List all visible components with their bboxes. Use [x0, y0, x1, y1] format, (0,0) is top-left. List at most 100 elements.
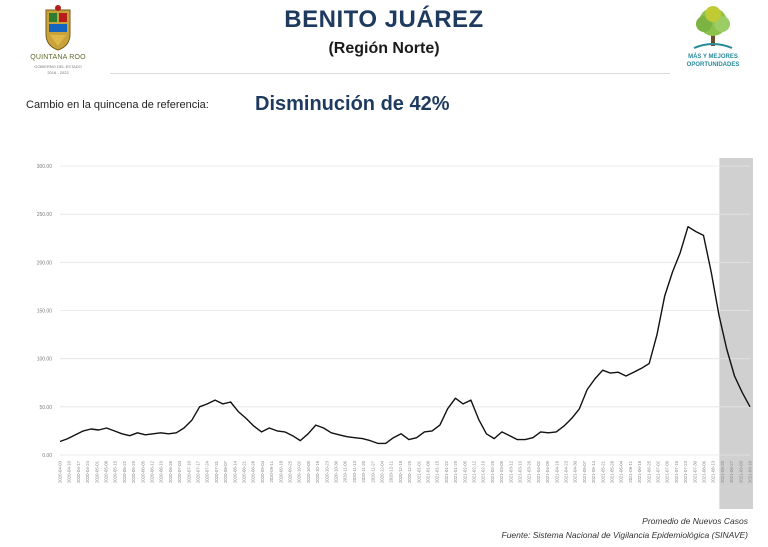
x-tick-label: 2021-08-06: [702, 460, 707, 483]
y-tick-label: 250.00: [37, 212, 53, 218]
x-tick-label: 2021-04-16: [554, 460, 559, 483]
x-tick-label: 2020-04-24: [85, 460, 90, 483]
x-tick-label: 2020-12-04: [380, 460, 385, 483]
x-tick-label: 2021-05-07: [582, 460, 587, 483]
x-tick-label: 2020-09-04: [260, 460, 265, 483]
x-tick-label: 2020-09-25: [288, 460, 293, 483]
x-tick-label: 2020-06-12: [150, 460, 155, 483]
x-tick-label: 2021-05-14: [591, 460, 596, 483]
x-tick-label: 2020-08-21: [242, 460, 247, 483]
x-tick-label: 2021-06-11: [628, 460, 633, 482]
x-tick-label: 2020-05-08: [104, 460, 109, 483]
x-tick-label: 2021-03-26: [527, 460, 532, 483]
x-tick-label: 2021-06-25: [646, 460, 651, 483]
x-tick-label: 2021-02-19: [481, 460, 486, 483]
x-tick-label: 2020-04-17: [76, 460, 81, 483]
x-tick-label: 2020-04-03: [58, 460, 63, 483]
x-tick-label: 2020-11-06: [343, 460, 348, 482]
x-tick-label: 2020-06-19: [159, 460, 164, 483]
x-tick-label: 2021-06-04: [619, 460, 624, 483]
x-tick-label: 2021-05-28: [610, 460, 615, 483]
x-tick-label: 2021-04-23: [564, 460, 569, 483]
x-tick-label: 2020-10-30: [334, 460, 339, 483]
change-label: Cambio en la quincena de referencia:: [26, 99, 209, 111]
x-tick-label: 2020-05-22: [122, 460, 127, 483]
x-tick-label: 2021-01-22: [444, 460, 449, 483]
x-tick-label: 2020-08-14: [232, 460, 237, 483]
x-tick-label: 2020-10-23: [324, 460, 329, 483]
header: QUINTANA ROO GOBIERNO DEL ESTADO 2016 - …: [0, 0, 768, 80]
x-tick-label: 2021-08-20: [720, 460, 725, 483]
header-divider: [110, 73, 670, 74]
y-tick-label: 200.00: [37, 260, 53, 266]
cases-line-chart: 0.0050.00100.00150.00200.00250.00300.00 …: [37, 158, 753, 509]
highlight-band-layer: [719, 158, 753, 509]
x-tick-label: 2020-04-10: [67, 460, 72, 483]
x-tick-label: 2021-02-12: [472, 460, 477, 483]
x-tick-label: 2020-09-18: [278, 460, 283, 483]
program-logo: MÁS Y MEJORES OPORTUNIDADES: [680, 4, 746, 78]
page-subtitle: (Región Norte): [328, 40, 440, 57]
y-tick-label: 150.00: [37, 309, 53, 315]
change-value: Disminución de 42%: [255, 93, 450, 115]
series-line: [59, 225, 751, 445]
x-tick-label: 2020-11-27: [370, 460, 375, 482]
x-tick-label: 2020-11-13: [352, 460, 357, 482]
x-tick-label: 2020-11-20: [361, 460, 366, 482]
page-title: BENITO JUÁREZ: [284, 6, 484, 33]
x-tick-label: 2021-04-09: [545, 460, 550, 483]
x-tick-label: 2021-07-30: [692, 460, 697, 483]
x-tick-label: 2020-07-17: [196, 460, 201, 483]
x-tick-label: 2020-05-29: [131, 460, 136, 483]
x-tick-label: 2020-06-26: [168, 460, 173, 483]
x-tick-label: 2021-01-01: [416, 460, 421, 483]
y-tick-label: 50.00: [39, 405, 52, 411]
x-tick-label: 2020-10-16: [315, 460, 320, 483]
state-logo: QUINTANA ROO GOBIERNO DEL ESTADO 2016 - …: [28, 4, 88, 76]
x-tick-label: 2021-02-05: [462, 460, 467, 483]
x-tick-label: 2021-03-05: [499, 460, 504, 483]
x-tick-label: 2021-02-26: [490, 460, 495, 483]
x-tick-label: 2021-01-15: [435, 460, 440, 483]
x-tick-label: 2020-08-07: [223, 460, 228, 483]
series-layer: [59, 225, 751, 445]
y-axis-ticks: 0.00 50.00 100.00 150.00 200.00 250.00 300.00: [37, 164, 53, 459]
x-tick-label: 2020-07-10: [186, 460, 191, 483]
x-tick-label: 2020-10-02: [297, 460, 302, 483]
x-tick-label: 2021-09-10: [748, 460, 753, 483]
x-tick-label: 2021-07-23: [683, 460, 688, 483]
x-tick-label: 2021-07-16: [674, 460, 679, 483]
y-tick-label: 300.00: [37, 164, 53, 170]
x-tick-label: 2020-09-11: [269, 460, 274, 482]
x-tick-label: 2020-07-24: [205, 460, 210, 483]
state-logo-tagline: GOBIERNO DEL ESTADO: [34, 64, 82, 69]
x-tick-label: 2020-05-01: [94, 460, 99, 483]
x-tick-label: 2021-01-08: [426, 460, 431, 483]
x-tick-label: 2021-07-02: [656, 460, 661, 483]
y-tick-label: 100.00: [37, 357, 53, 363]
tree-logo-icon: [693, 6, 733, 49]
x-tick-label: 2021-03-19: [518, 460, 523, 483]
x-tick-label: 2021-04-30: [573, 460, 578, 483]
x-tick-label: 2021-04-02: [536, 460, 541, 483]
x-axis-ticks: 2020-04-03 2020-04-10 2020-04-17 2020-04-24…: [58, 460, 753, 483]
x-tick-label: 2021-01-29: [453, 460, 458, 483]
x-tick-label: 2020-07-31: [214, 460, 219, 483]
x-tick-label: 2021-05-21: [600, 460, 605, 483]
x-tick-label: 2020-12-18: [398, 460, 403, 483]
grid-layer: [60, 165, 750, 456]
y-tick-label: 0.00: [42, 453, 52, 459]
x-tick-label: 2021-03-12: [508, 460, 513, 483]
x-tick-label: 2020-08-28: [251, 460, 256, 483]
legend-series-name: Promedio de Nuevos Casos: [642, 516, 748, 526]
program-logo-line1: MÁS Y MEJORES: [688, 54, 738, 60]
x-tick-label: 2020-07-03: [177, 460, 182, 483]
x-tick-label: 2021-08-13: [711, 460, 716, 483]
source-note: Fuente: Sistema Nacional de Vigilancia E…: [501, 530, 748, 540]
x-tick-label: 2021-06-18: [637, 460, 642, 483]
x-tick-label: 2021-07-09: [665, 460, 670, 483]
highlight-band: [719, 158, 753, 509]
x-tick-label: 2020-12-11: [389, 460, 394, 482]
program-logo-line2: OPORTUNIDADES: [686, 62, 740, 68]
state-logo-caption: QUINTANA ROO: [30, 54, 86, 61]
